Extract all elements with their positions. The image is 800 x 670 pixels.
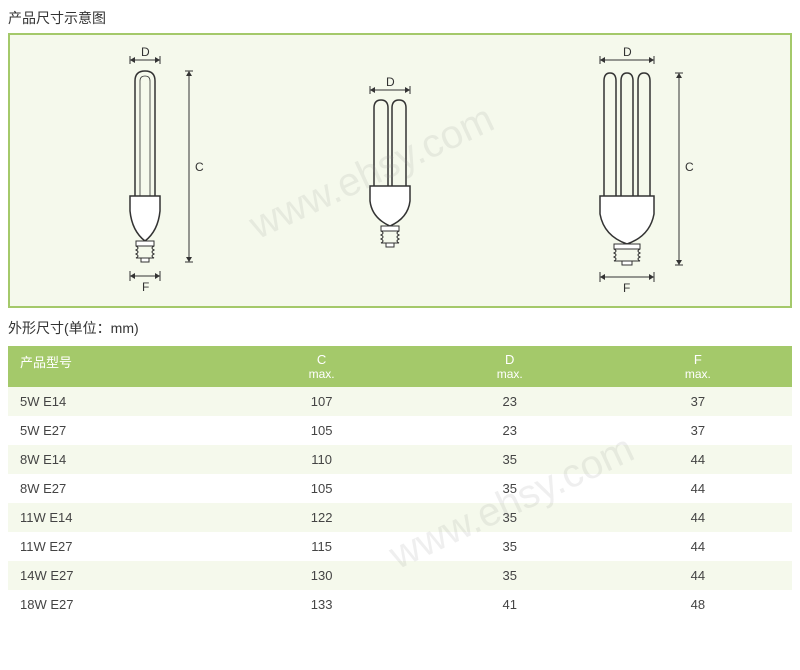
cell-d: 23 (416, 416, 604, 445)
dimensions-table: 产品型号 C max. D max. F max. 5W E1410723375… (8, 346, 792, 619)
label-d: D (141, 46, 150, 59)
cell-model: 8W E27 (8, 474, 228, 503)
table-row: 8W E141103544 (8, 445, 792, 474)
table-row: 11W E271153544 (8, 532, 792, 561)
table-row: 5W E271052337 (8, 416, 792, 445)
cell-f: 44 (604, 474, 792, 503)
cell-d: 35 (416, 474, 604, 503)
bulb-diagram-3: D C F (560, 46, 720, 296)
svg-text:D: D (623, 46, 632, 59)
cell-model: 11W E27 (8, 532, 228, 561)
cell-model: 18W E27 (8, 590, 228, 619)
cell-d: 35 (416, 561, 604, 590)
svg-text:C: C (685, 160, 694, 174)
cell-c: 105 (228, 416, 416, 445)
diagram-title: 产品尺寸示意图 (8, 8, 792, 28)
cell-f: 44 (604, 445, 792, 474)
cell-d: 35 (416, 532, 604, 561)
col-header-d: D max. (416, 346, 604, 387)
table-row: 11W E141223544 (8, 503, 792, 532)
table-body: 5W E1410723375W E2710523378W E1411035448… (8, 387, 792, 619)
cell-c: 122 (228, 503, 416, 532)
bulb-diagram-2: D (330, 46, 460, 296)
cell-model: 8W E14 (8, 445, 228, 474)
cell-c: 130 (228, 561, 416, 590)
cell-c: 105 (228, 474, 416, 503)
col-header-c: C max. (228, 346, 416, 387)
svg-text:D: D (386, 75, 395, 89)
cell-f: 44 (604, 561, 792, 590)
cell-c: 133 (228, 590, 416, 619)
bulb-diagram-1: D C F (80, 46, 230, 296)
cell-d: 35 (416, 445, 604, 474)
cell-f: 44 (604, 503, 792, 532)
cell-model: 5W E14 (8, 387, 228, 416)
cell-model: 14W E27 (8, 561, 228, 590)
cell-c: 107 (228, 387, 416, 416)
table-row: 14W E271303544 (8, 561, 792, 590)
col-header-f: F max. (604, 346, 792, 387)
cell-d: 23 (416, 387, 604, 416)
table-row: 8W E271053544 (8, 474, 792, 503)
label-c: C (195, 160, 204, 174)
cell-model: 5W E27 (8, 416, 228, 445)
diagram-container: D C F (8, 33, 792, 308)
table-header: 产品型号 C max. D max. F max. (8, 346, 792, 387)
table-row: 18W E271334148 (8, 590, 792, 619)
cell-f: 37 (604, 416, 792, 445)
cell-c: 110 (228, 445, 416, 474)
cell-f: 48 (604, 590, 792, 619)
cell-model: 11W E14 (8, 503, 228, 532)
svg-text:F: F (623, 281, 630, 295)
label-f: F (142, 280, 149, 294)
table-row: 5W E141072337 (8, 387, 792, 416)
dimensions-title: 外形尺寸(单位：mm) (8, 318, 792, 338)
cell-d: 41 (416, 590, 604, 619)
col-header-model: 产品型号 (8, 346, 228, 387)
cell-d: 35 (416, 503, 604, 532)
cell-c: 115 (228, 532, 416, 561)
cell-f: 44 (604, 532, 792, 561)
cell-f: 37 (604, 387, 792, 416)
